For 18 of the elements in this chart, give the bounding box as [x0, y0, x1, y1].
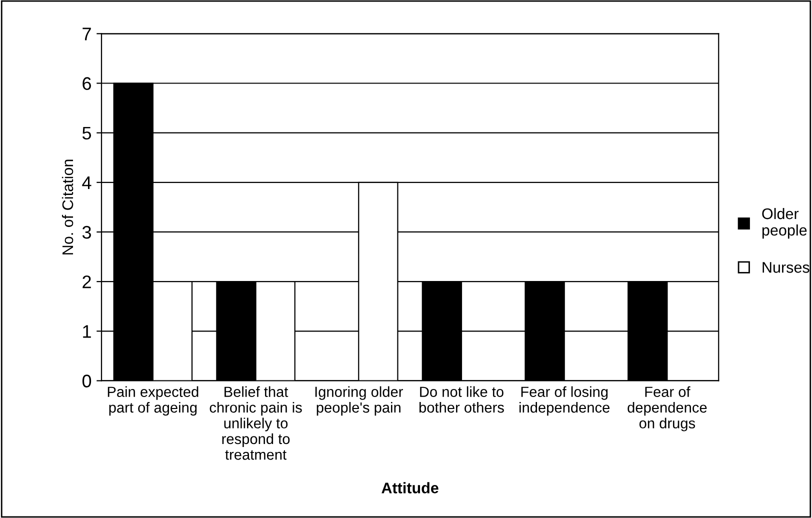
x-tick-label: Do not like to bother others: [419, 386, 504, 413]
y-tick-label: 1: [83, 325, 91, 338]
y-tick-label: 4: [82, 176, 92, 189]
x-tick-label: Belief that chronic pain is unlikely to respond to treatment: [210, 386, 302, 460]
y-tick-label: 3: [82, 226, 91, 239]
legend-label: Older people: [762, 208, 807, 239]
y-tick-label: 6: [82, 77, 91, 90]
x-tick-label: Fear of losing independence: [520, 386, 610, 416]
x-tick-label: Ignoring older people's pain: [315, 386, 403, 416]
y-tick-label: 5: [82, 126, 92, 140]
y-axis-title: No. of Citation: [62, 160, 74, 254]
legend-label: Nurses: [762, 262, 810, 273]
x-tick-label: Fear of dependence on drugs: [628, 386, 707, 432]
x-tick-label: Pain expected part of ageing: [108, 386, 198, 416]
y-tick-label: 0: [82, 374, 92, 388]
x-axis-title: Attitude: [382, 482, 438, 494]
y-tick-label: 7: [82, 28, 91, 40]
y-tick-label: 2: [82, 276, 91, 288]
